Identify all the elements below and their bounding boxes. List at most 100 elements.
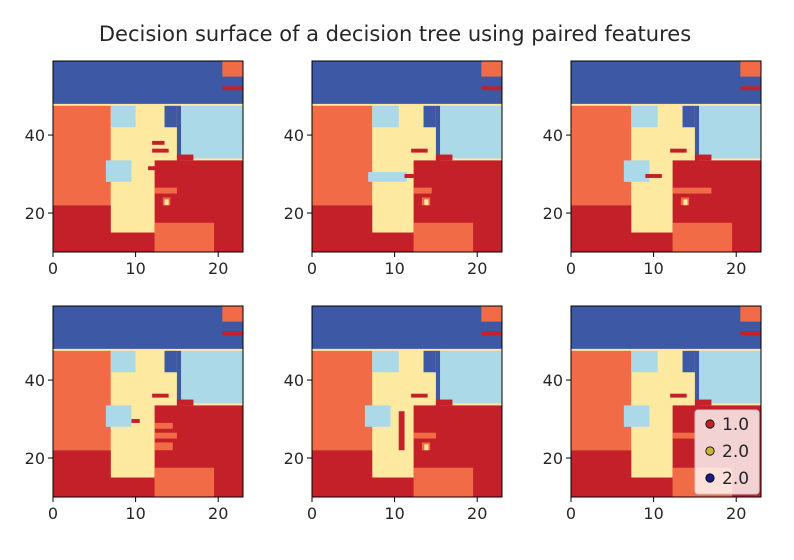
region-red <box>740 86 761 91</box>
region-blue <box>176 105 182 163</box>
region-red <box>222 331 243 336</box>
region-lightblue <box>181 350 243 404</box>
region-blue <box>423 105 436 128</box>
figure-title: Decision surface of a decision tree usin… <box>99 22 691 46</box>
region-blue <box>53 61 243 104</box>
region-yellow <box>424 444 429 451</box>
region-lightblue <box>105 160 132 182</box>
x-tick-label: 20 <box>208 259 228 278</box>
region-orange <box>571 350 632 451</box>
decision-surface <box>53 306 243 497</box>
region-red <box>670 393 687 398</box>
region-yellow <box>424 199 429 206</box>
region-lightblue <box>440 105 502 159</box>
region-orange <box>413 467 474 497</box>
region-red <box>222 86 243 91</box>
y-tick-label: 20 <box>543 449 563 468</box>
region-yellow <box>164 199 169 206</box>
region-orange <box>672 432 695 439</box>
region-orange <box>672 187 712 194</box>
region-blue <box>571 61 761 104</box>
region-orange <box>413 222 474 252</box>
region-orange <box>154 222 215 252</box>
region-orange <box>53 105 111 206</box>
x-tick-label: 10 <box>125 504 145 523</box>
decision-surface <box>312 61 502 252</box>
region-blue <box>423 350 436 373</box>
region-lightblue <box>623 160 650 182</box>
region-orange <box>413 432 436 439</box>
region-red <box>148 166 161 171</box>
region-blue <box>176 350 182 408</box>
region-yellow <box>683 199 688 206</box>
region-lightblue <box>110 105 136 128</box>
x-tick-label: 0 <box>48 504 58 523</box>
x-tick-label: 0 <box>566 259 576 278</box>
region-orange <box>312 105 373 206</box>
x-tick-label: 10 <box>643 504 663 523</box>
region-blue <box>435 105 441 163</box>
subplot-6: 0 10 20 20 40 1.0 2.0 2.0 <box>543 305 762 523</box>
y-tick-label: 40 <box>284 126 304 145</box>
region-orange <box>154 432 177 439</box>
axes-frame <box>52 305 244 498</box>
region-red <box>152 140 165 145</box>
region-orange <box>481 61 502 77</box>
region-orange <box>222 306 243 322</box>
region-orange <box>740 306 761 322</box>
y-tick-label: 40 <box>284 371 304 390</box>
axes-frame <box>570 60 762 253</box>
region-red <box>740 331 761 336</box>
region-red <box>176 399 194 406</box>
legend-label: 2.0 <box>722 442 749 462</box>
x-tick-label: 0 <box>307 504 317 523</box>
y-tick-label: 20 <box>284 449 304 468</box>
region-orange <box>481 306 502 322</box>
region-orange <box>154 187 177 194</box>
region-lightblue <box>631 350 658 373</box>
x-tick-label: 10 <box>384 259 404 278</box>
region-red <box>435 399 453 406</box>
region-lightblue <box>364 405 391 427</box>
y-tick-label: 20 <box>543 204 563 223</box>
region-lightblue <box>110 350 136 373</box>
region-red <box>152 393 169 398</box>
region-red <box>481 331 502 336</box>
region-lightblue <box>181 105 243 159</box>
region-lightblue <box>699 350 761 404</box>
region-blue <box>312 306 502 349</box>
region-lightblue <box>105 405 132 427</box>
region-orange <box>154 422 173 429</box>
region-red <box>694 399 712 406</box>
subplot-3: 0 10 20 20 40 <box>543 60 762 278</box>
region-blue <box>435 350 441 408</box>
x-tick-label: 10 <box>125 259 145 278</box>
region-orange <box>312 350 373 451</box>
x-tick-label: 0 <box>48 259 58 278</box>
x-tick-label: 20 <box>208 504 228 523</box>
axes-frame <box>52 60 244 253</box>
subplot-2: 0 10 20 20 40 <box>284 60 503 278</box>
legend-marker <box>705 419 715 429</box>
region-orange <box>740 61 761 77</box>
legend-label: 2.0 <box>722 469 749 489</box>
x-tick-label: 20 <box>726 259 746 278</box>
y-tick-label: 40 <box>25 126 45 145</box>
region-lightblue <box>372 105 399 128</box>
subplot-1: 0 10 20 20 40 <box>25 60 244 278</box>
region-lightblue <box>631 105 658 128</box>
region-red <box>398 411 405 451</box>
region-lightblue <box>372 350 399 373</box>
region-orange <box>672 222 733 252</box>
x-tick-label: 0 <box>307 259 317 278</box>
subplot-4: 0 10 20 20 40 <box>25 305 244 523</box>
region-red <box>411 148 428 153</box>
region-red <box>404 174 416 178</box>
legend-marker <box>705 446 715 456</box>
region-orange <box>154 442 173 451</box>
region-red <box>435 154 453 161</box>
decision-surface <box>312 306 502 497</box>
y-tick-label: 40 <box>543 126 563 145</box>
x-tick-label: 10 <box>643 259 663 278</box>
